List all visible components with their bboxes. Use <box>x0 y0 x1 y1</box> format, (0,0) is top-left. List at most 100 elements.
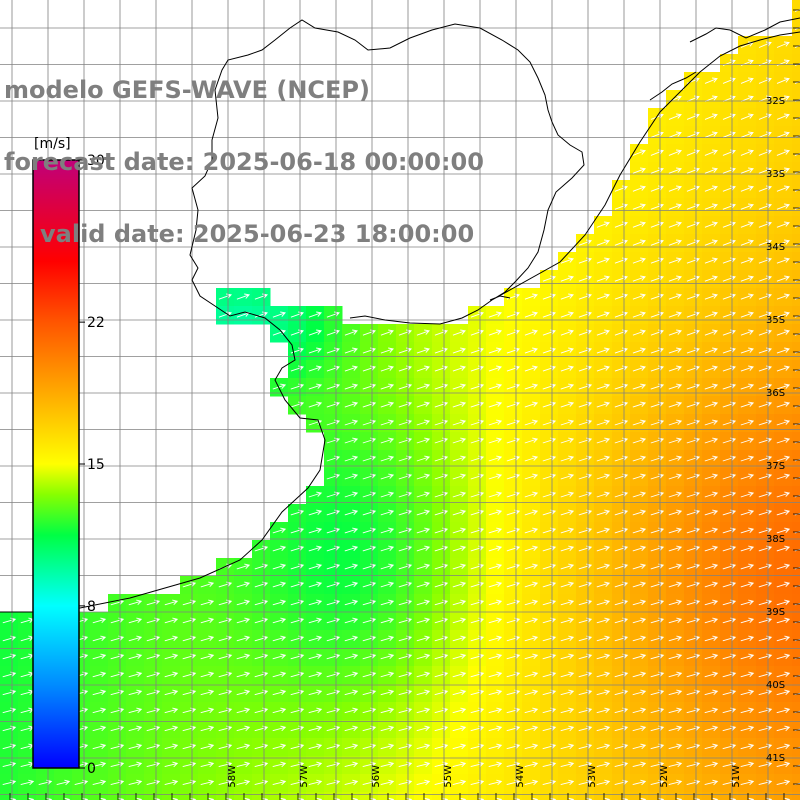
wind-arrow <box>596 329 610 336</box>
wind-arrow <box>740 203 754 210</box>
wind-arrow <box>524 455 539 462</box>
wind-arrow <box>236 707 251 714</box>
colorbar-scale <box>32 159 80 769</box>
wind-cell <box>792 756 800 775</box>
wind-arrow <box>308 725 323 732</box>
wind-arrow <box>344 509 359 516</box>
wind-arrow <box>488 473 503 480</box>
wind-arrow <box>776 77 790 84</box>
wind-cell <box>270 792 289 804</box>
wind-arrow <box>524 383 539 390</box>
wind-arrow <box>524 725 539 732</box>
wind-cell <box>792 36 800 55</box>
wind-arrow <box>596 473 611 480</box>
wind-arrow <box>632 329 646 336</box>
wind-arrow <box>776 113 790 120</box>
wind-cell <box>792 126 800 145</box>
wind-arrow <box>452 779 467 786</box>
wind-arrow <box>704 599 719 606</box>
wind-cell <box>792 594 800 613</box>
wind-cell <box>792 558 800 577</box>
wind-arrow <box>704 527 719 534</box>
wind-arrow <box>704 203 718 210</box>
wind-arrow <box>560 329 574 336</box>
wind-cell <box>234 792 253 804</box>
wind-arrow <box>488 509 503 516</box>
colorbar-tick-label: 15 <box>87 457 105 473</box>
wind-arrow <box>776 401 791 408</box>
wind-arrow <box>560 707 575 714</box>
wind-arrow <box>632 581 647 588</box>
wind-arrow <box>740 509 755 516</box>
wind-arrow <box>344 545 359 552</box>
wind-cell <box>792 522 800 541</box>
wind-arrow <box>560 455 575 462</box>
wind-arrow <box>380 599 395 606</box>
wind-arrow <box>344 437 359 444</box>
wind-arrow <box>794 44 800 48</box>
wind-cell <box>792 162 800 181</box>
wind-arrow <box>488 527 503 534</box>
wind-arrow <box>452 545 467 552</box>
wind-cell <box>522 792 541 804</box>
wind-arrow <box>776 347 790 354</box>
wind-arrow <box>740 527 755 534</box>
wind-arrow <box>416 347 430 354</box>
wind-arrow <box>596 401 611 408</box>
wind-arrow <box>704 743 719 750</box>
wind-arrow <box>596 383 611 390</box>
wind-cell <box>36 792 55 804</box>
wind-arrow <box>668 509 683 516</box>
wind-arrow <box>560 689 575 696</box>
wind-arrow <box>632 203 646 210</box>
wind-arrow <box>344 599 359 606</box>
wind-arrow <box>488 563 503 570</box>
wind-arrow <box>524 743 539 750</box>
wind-arrow <box>416 365 430 372</box>
wind-arrow <box>416 437 431 444</box>
wind-arrow <box>794 242 800 246</box>
wind-arrow <box>776 563 791 570</box>
wind-arrow <box>560 761 575 768</box>
wind-arrow <box>380 779 395 786</box>
wind-arrow <box>308 383 323 390</box>
wind-cell <box>288 792 307 804</box>
wind-arrow <box>740 725 755 732</box>
wind-arrow <box>524 707 539 714</box>
wind-arrow <box>308 581 323 588</box>
wind-arrow <box>596 689 611 696</box>
wind-arrow <box>488 725 503 732</box>
wind-arrow <box>380 545 395 552</box>
wind-arrow <box>488 329 502 336</box>
wind-arrow <box>452 671 467 678</box>
wind-arrow <box>524 527 539 534</box>
wind-arrow <box>236 779 251 786</box>
wind-arrow <box>740 707 755 714</box>
wind-arrow <box>164 617 179 624</box>
wind-cell <box>324 792 343 804</box>
wind-cell <box>450 792 469 804</box>
wind-arrow <box>740 401 755 408</box>
wind-arrow <box>128 743 143 750</box>
wind-arrow <box>704 437 719 444</box>
wind-arrow <box>740 671 755 678</box>
longitude-label: 57W <box>299 765 310 788</box>
latitude-label: 34S <box>766 242 785 253</box>
wind-arrow <box>344 401 359 408</box>
wind-arrow <box>560 365 574 372</box>
latitude-label: 36S <box>766 388 785 399</box>
wind-arrow <box>128 689 143 696</box>
wind-arrow <box>740 491 755 498</box>
wind-arrow <box>560 563 575 570</box>
wind-arrow <box>416 527 431 534</box>
wind-arrow <box>524 401 539 408</box>
wind-arrow <box>740 581 755 588</box>
wind-cell <box>792 198 800 217</box>
wind-arrow <box>200 689 215 696</box>
wind-arrow <box>488 743 503 750</box>
wind-arrow <box>344 473 359 480</box>
wind-arrow <box>596 311 610 318</box>
wind-arrow <box>416 725 431 732</box>
wind-arrow <box>308 563 323 570</box>
